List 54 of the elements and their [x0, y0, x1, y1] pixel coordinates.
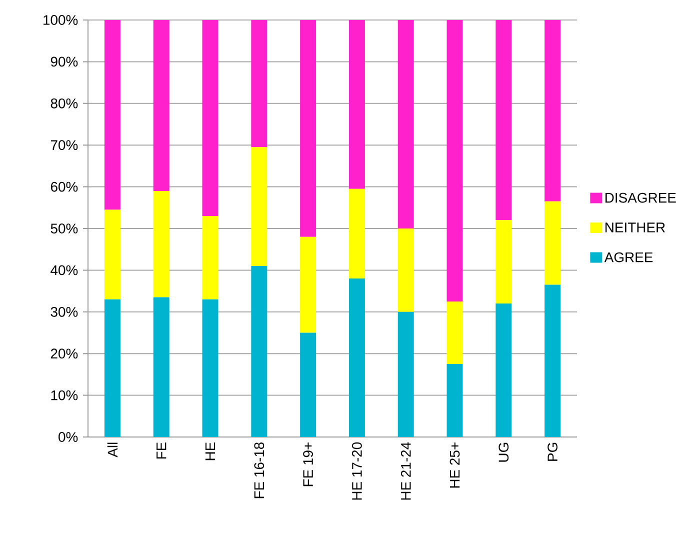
bar: [251, 266, 268, 437]
x-tick-label: PG: [548, 442, 558, 461]
legend-label: NEITHER: [606, 222, 665, 232]
y-tick-label: 0%: [58, 432, 78, 442]
bar: [300, 332, 316, 437]
x-tick-label: HE 17-20: [352, 442, 362, 500]
y-tick-label: 10%: [51, 390, 78, 400]
bar: [496, 304, 512, 437]
bar: [104, 210, 120, 300]
x-tick-label: FE 16-18: [254, 442, 264, 498]
bar: [496, 220, 512, 304]
legend-label: DISAGREE: [606, 192, 676, 203]
bar: [446, 20, 463, 302]
bar: [398, 312, 414, 437]
bar: [348, 278, 365, 437]
bar: [251, 20, 268, 148]
y-tick-label: 50%: [50, 224, 78, 234]
bar: [153, 297, 170, 437]
x-tick-label: HE: [205, 442, 216, 460]
legend-label: AGREE: [604, 252, 653, 262]
bar: [544, 201, 561, 285]
bar: [202, 216, 218, 300]
bar: [544, 284, 561, 437]
bar: [544, 20, 561, 202]
bar: [398, 20, 414, 228]
y-tick-label: 70%: [50, 140, 78, 150]
bar: [348, 188, 365, 279]
bar: [153, 190, 170, 298]
bar: [251, 147, 268, 266]
bar: [398, 228, 414, 312]
bar: [446, 301, 463, 364]
y-tick-label: 30%: [50, 306, 78, 317]
bar: [104, 20, 120, 210]
bar: [202, 299, 218, 437]
y-tick-label: 20%: [50, 348, 78, 359]
y-tick-label: 80%: [50, 98, 78, 108]
y-tick-label: 90%: [50, 56, 78, 67]
bar: [348, 20, 365, 189]
bar: [153, 20, 170, 191]
bar: [300, 236, 316, 333]
y-tick-label: 60%: [50, 182, 78, 192]
bar: [496, 20, 512, 220]
x-tick-label: FE: [156, 442, 166, 459]
x-tick-label: FE 19+: [303, 442, 313, 486]
x-tick-label: HE 21-24: [400, 442, 411, 500]
bar: [202, 20, 218, 216]
x-tick-label: UG: [498, 442, 509, 462]
bar: [104, 299, 120, 437]
x-tick-label: All: [107, 442, 118, 458]
x-tick-label: HE 25+: [450, 442, 460, 488]
bar: [446, 364, 463, 437]
bar: [300, 20, 316, 237]
y-tick-label: 40%: [50, 265, 78, 276]
y-tick-label: 100%: [44, 15, 78, 25]
